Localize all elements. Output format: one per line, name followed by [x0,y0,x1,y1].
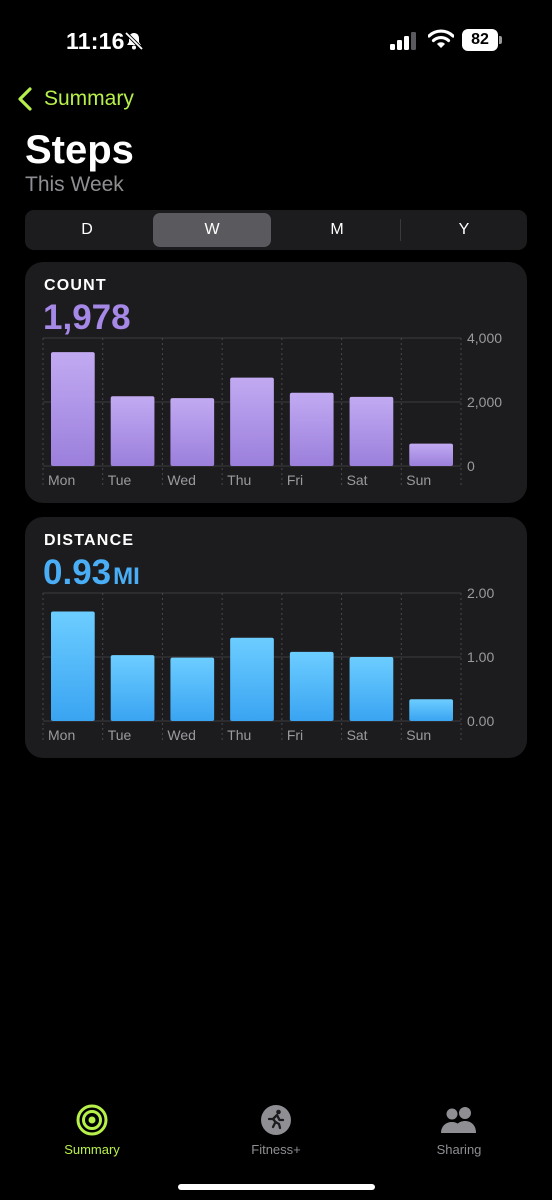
status-bar: 11:16 82 [0,0,552,80]
count-bar-mon [51,352,95,466]
count-xtick-label: Tue [108,472,132,488]
back-label: Summary [44,87,134,110]
distance-bar-sun [409,699,453,721]
distance-xtick-label: Thu [227,727,251,743]
distance-bar-thu [230,637,274,721]
tab-bar: Summary Fitness+ Sharing [0,1090,552,1170]
distance-bar-wed [170,657,215,721]
battery-indicator: 82 [462,29,498,51]
count-ytick-label: 2,000 [467,394,502,410]
tab-summary-label: Summary [64,1142,120,1157]
count-bar-wed [170,398,215,466]
distance-ytick-label: 0.00 [467,713,494,729]
count-value: 1,978 [43,298,131,338]
tab-sharing-label: Sharing [436,1142,482,1157]
distance-card[interactable]: 0.00 1.00 2.00 Mon Tue Wed Thu Fri Sat Sun DISTAN… [25,517,527,758]
count-bar-sun [409,443,453,466]
page-subtitle: This Week [25,173,124,196]
distance-xtick-label: Sat [347,727,368,743]
count-xtick-label: Thu [227,472,251,488]
segment-divider [400,219,401,241]
back-button[interactable]: Summary [14,84,134,114]
count-bar-sat [349,396,394,466]
tab-sharing[interactable]: Sharing [399,1090,519,1157]
count-xtick-label: Wed [167,472,196,488]
bell-slash-icon [124,31,144,51]
distance-bar-tue [110,655,155,721]
distance-bar-chart: 0.00 1.00 2.00 Mon Tue Wed Thu Fri Sat Sun [42,585,494,743]
tab-summary[interactable]: Summary [32,1090,152,1157]
distance-xtick-label: Sun [406,727,431,743]
count-bar-fri [289,392,334,466]
distance-xtick-label: Wed [167,727,196,743]
page-title: Steps [25,128,134,172]
segment-day[interactable]: D [81,221,93,238]
count-ytick-label: 4,000 [467,330,502,346]
distance-bar-mon [51,611,95,721]
people-icon [441,1107,476,1133]
count-ytick-label: 0 [467,458,475,474]
chevron-left-icon [18,87,32,111]
distance-value: 0.93MI [43,553,140,593]
distance-xtick-label: Mon [48,727,75,743]
distance-bar-sat [349,657,394,721]
distance-xtick-label: Fri [287,727,303,743]
count-bar-tue [110,396,155,466]
distance-bar-fri [289,651,334,721]
count-xtick-label: Fri [287,472,303,488]
count-xtick-label: Mon [48,472,75,488]
activity-rings-icon [76,1104,108,1136]
status-time: 11:16 [66,28,125,54]
segment-month[interactable]: M [330,221,344,238]
distance-label: DISTANCE [44,532,135,549]
period-segmented-control: D W M Y [25,210,527,250]
count-bar-chart: 0 2,000 4,000 Mon Tue Wed Thu Fri Sat Sun [42,330,502,488]
tab-fitness-plus-label: Fitness+ [251,1142,301,1157]
count-label: COUNT [44,277,107,294]
distance-ytick-label: 2.00 [467,585,494,601]
distance-unit: MI [113,563,140,590]
segment-week[interactable]: W [153,213,271,247]
cellular-signal-icon [390,32,416,50]
runner-icon [261,1105,291,1135]
count-xtick-label: Sun [406,472,431,488]
count-xtick-label: Sat [347,472,368,488]
count-card[interactable]: 0 2,000 4,000 Mon Tue Wed Thu Fri Sat Sun COUNT 1… [25,262,527,503]
count-bar-thu [230,377,274,466]
distance-xtick-label: Tue [108,727,132,743]
battery-tip [499,36,502,44]
segment-year[interactable]: Y [458,221,470,238]
tab-fitness-plus[interactable]: Fitness+ [216,1090,336,1157]
home-indicator [178,1184,375,1190]
distance-ytick-label: 1.00 [467,649,494,665]
wifi-icon [428,29,454,48]
count-value-number: 1,978 [43,298,131,337]
distance-value-number: 0.93 [43,553,112,592]
